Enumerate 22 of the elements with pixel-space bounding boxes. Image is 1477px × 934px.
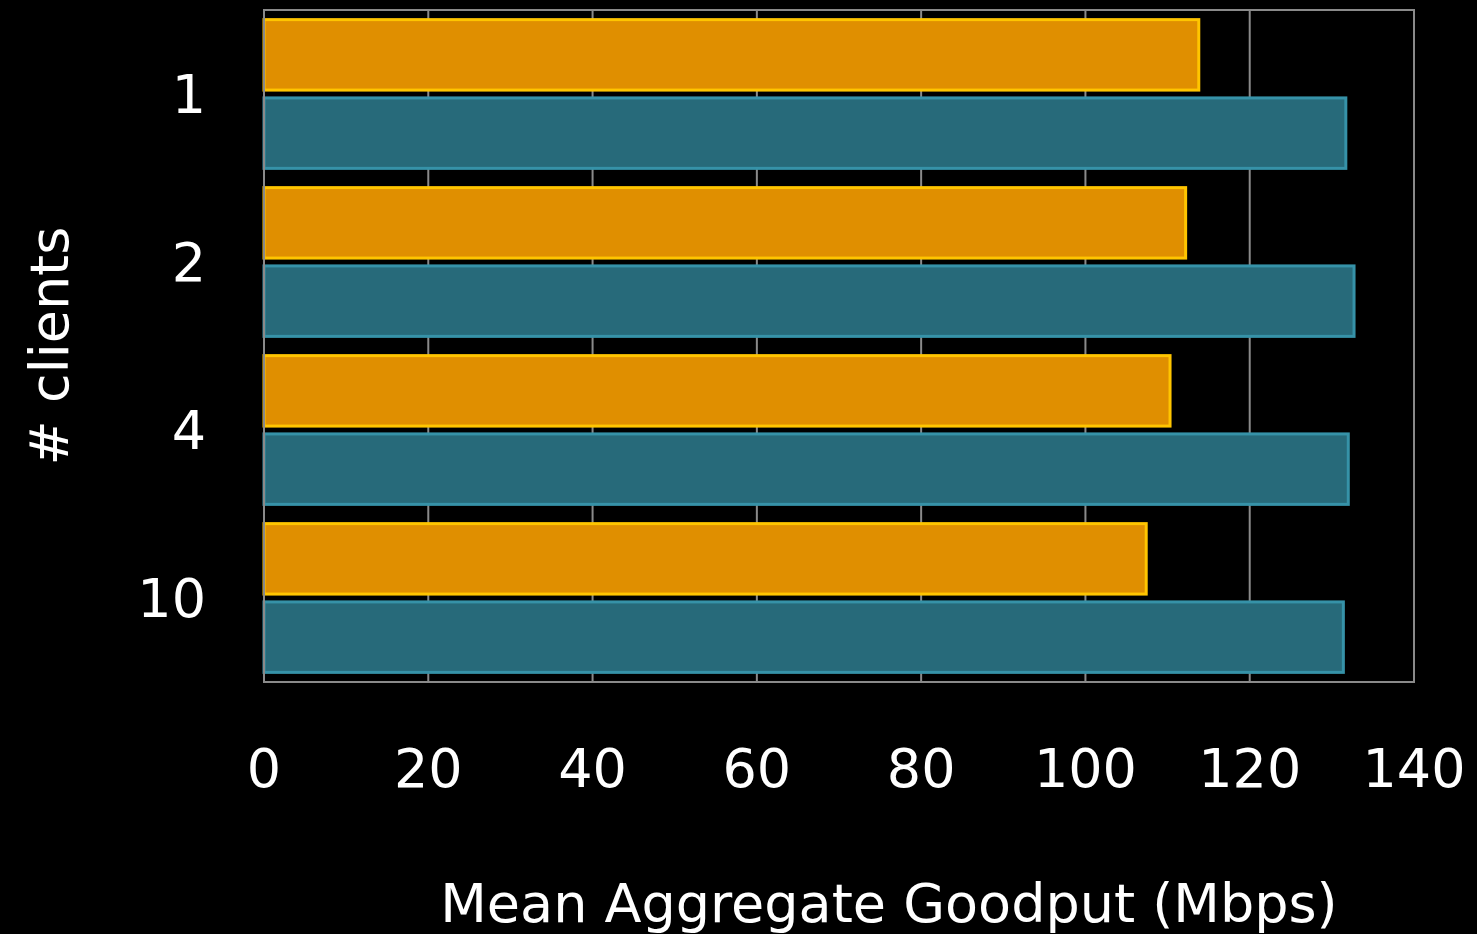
y-tick-label: 4 xyxy=(171,398,206,462)
bar xyxy=(262,600,1345,674)
x-tick-label: 20 xyxy=(393,737,463,800)
x-axis-title: Mean Aggregate Goodput (Mbps) xyxy=(440,872,1338,934)
y-axis-title: # clients xyxy=(18,226,81,466)
x-tick-label: 140 xyxy=(1362,737,1466,800)
bar xyxy=(262,96,1348,170)
x-tick-label: 120 xyxy=(1198,737,1302,800)
bar xyxy=(262,186,1188,260)
bar xyxy=(262,522,1148,596)
y-tick-label: 2 xyxy=(171,230,206,294)
x-tick-label: 100 xyxy=(1033,737,1137,800)
bar xyxy=(262,432,1350,506)
y-tick-label: 1 xyxy=(171,62,206,126)
x-tick-label: 60 xyxy=(722,737,792,800)
x-tick-label: 0 xyxy=(246,737,282,800)
bar xyxy=(262,264,1356,338)
y-tick-label: 10 xyxy=(137,566,206,630)
bar xyxy=(262,354,1172,428)
x-tick-label: 80 xyxy=(886,737,956,800)
bar xyxy=(262,18,1201,92)
x-tick-label: 40 xyxy=(558,737,627,800)
